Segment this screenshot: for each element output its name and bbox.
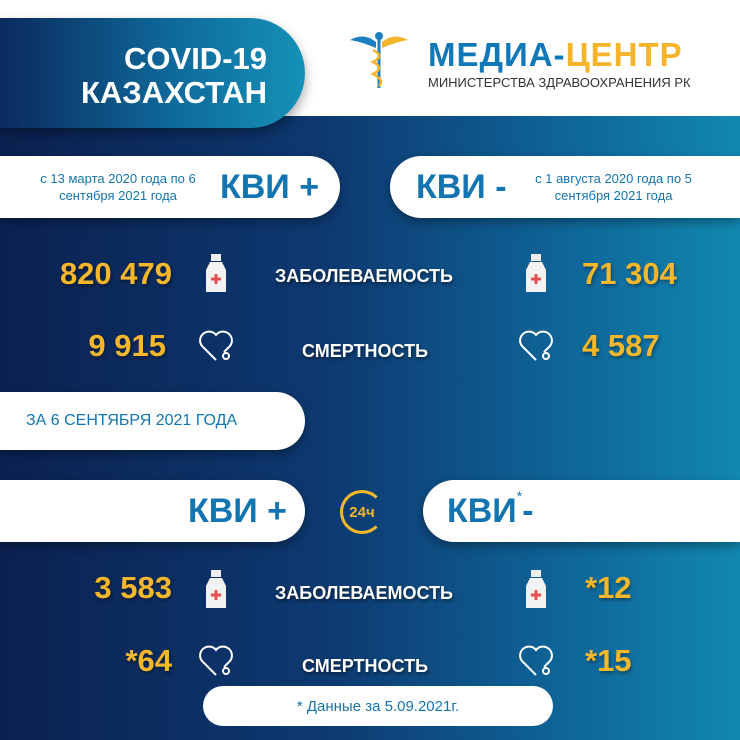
cases-value: *12 bbox=[585, 570, 632, 605]
logo-title: МЕДИА-ЦЕНТР bbox=[428, 36, 683, 73]
cases-label: ЗАБОЛЕВАЕМОСТЬ bbox=[275, 583, 453, 603]
cumulative-positive-pill: с 13 марта 2020 года по 6 сентября 2021 … bbox=[0, 156, 340, 218]
kvi-positive-label: КВИ + bbox=[220, 167, 320, 206]
period-text: с 1 августа 2020 года по 5 сентября 2021… bbox=[535, 171, 692, 203]
cumulative-negative-pill: КВИ - с 1 августа 2020 года по 5 сентябр… bbox=[390, 156, 740, 218]
24h-clock-icon: 24ч bbox=[340, 490, 384, 534]
kvi-negative-label: КВИ - bbox=[416, 167, 507, 206]
heart-icon bbox=[199, 645, 233, 676]
cases-value: 820 479 bbox=[59, 256, 172, 291]
date-label: ЗА 6 СЕНТЯБРЯ 2021 ГОДА bbox=[26, 412, 238, 429]
period-text: с 13 марта 2020 года по 6 сентября 2021 … bbox=[40, 171, 196, 203]
heart-icon bbox=[199, 330, 233, 361]
medicine-bottle-icon bbox=[526, 570, 546, 608]
cases-value: 3 583 bbox=[94, 570, 172, 605]
deaths-label: СМЕРТНОСТЬ bbox=[302, 341, 429, 361]
deaths-value: 9 915 bbox=[88, 328, 166, 363]
cases-label: ЗАБОЛЕВАЕМОСТЬ bbox=[275, 266, 453, 286]
date-pill: ЗА 6 СЕНТЯБРЯ 2021 ГОДА bbox=[0, 392, 305, 450]
kvi-positive-label: КВИ + bbox=[187, 491, 287, 530]
medicine-bottle-icon bbox=[206, 254, 226, 292]
cases-value: 71 304 bbox=[582, 256, 677, 291]
kvi-negative-label: КВИ bbox=[447, 491, 517, 530]
title-banner: COVID-19 КАЗАХСТАН bbox=[0, 18, 305, 128]
minus-sign: - bbox=[522, 491, 534, 530]
logo-subtitle: МИНИСТЕРСТВА ЗДРАВООХРАНЕНИЯ РК bbox=[428, 75, 691, 90]
title-line2: КАЗАХСТАН bbox=[81, 75, 267, 110]
title-line1: COVID-19 bbox=[124, 41, 267, 76]
deaths-label: СМЕРТНОСТЬ bbox=[302, 656, 429, 676]
caduceus-logo-icon bbox=[350, 32, 408, 88]
medicine-bottle-icon bbox=[526, 254, 546, 292]
deaths-value: *15 bbox=[585, 643, 632, 678]
medicine-bottle-icon bbox=[206, 570, 226, 608]
asterisk: * bbox=[516, 488, 523, 504]
deaths-value: *64 bbox=[125, 643, 172, 678]
daily-negative-pill: КВИ * - bbox=[423, 480, 740, 542]
heart-icon bbox=[519, 330, 553, 361]
footnote: * Данные за 5.09.2021г. bbox=[203, 686, 553, 726]
deaths-value: 4 587 bbox=[582, 328, 660, 363]
heart-icon bbox=[519, 645, 553, 676]
daily-positive-pill: КВИ + bbox=[0, 480, 305, 542]
